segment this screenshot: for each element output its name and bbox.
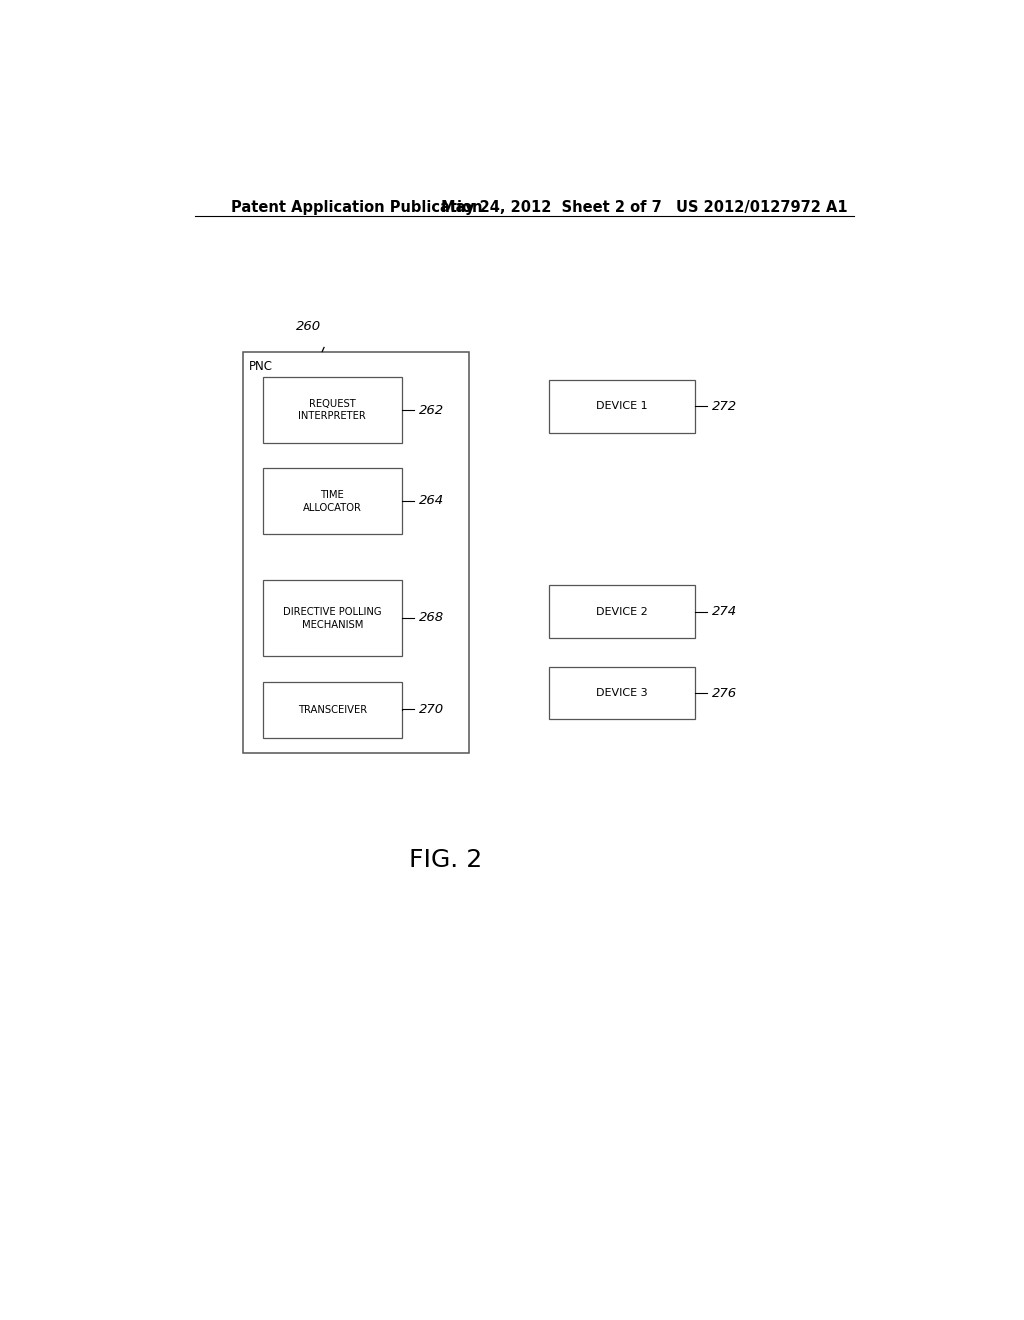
Bar <box>263 682 401 738</box>
Text: TRANSCEIVER: TRANSCEIVER <box>298 705 367 715</box>
Bar <box>263 581 401 656</box>
Text: 268: 268 <box>419 611 443 624</box>
Text: PNC: PNC <box>249 359 272 372</box>
Text: Patent Application Publication: Patent Application Publication <box>231 201 482 215</box>
Text: DIRECTIVE POLLING
MECHANISM: DIRECTIVE POLLING MECHANISM <box>283 607 382 630</box>
Bar <box>549 380 695 433</box>
Bar <box>263 469 401 535</box>
Text: 262: 262 <box>419 404 443 417</box>
Text: May 24, 2012  Sheet 2 of 7: May 24, 2012 Sheet 2 of 7 <box>441 201 663 215</box>
Text: US 2012/0127972 A1: US 2012/0127972 A1 <box>676 201 847 215</box>
Bar <box>549 585 695 638</box>
Text: DEVICE 1: DEVICE 1 <box>596 401 648 412</box>
Bar <box>243 351 469 752</box>
Text: 260: 260 <box>296 321 322 333</box>
Bar <box>263 378 401 444</box>
Text: 274: 274 <box>712 605 737 618</box>
Text: 264: 264 <box>419 495 443 507</box>
Text: TIME
ALLOCATOR: TIME ALLOCATOR <box>303 490 361 512</box>
Text: DEVICE 2: DEVICE 2 <box>596 607 648 616</box>
Text: REQUEST
INTERPRETER: REQUEST INTERPRETER <box>298 399 367 421</box>
Text: FIG. 2: FIG. 2 <box>409 847 482 871</box>
Text: DEVICE 3: DEVICE 3 <box>596 688 648 698</box>
Bar <box>549 667 695 719</box>
Text: 272: 272 <box>712 400 737 413</box>
Text: 276: 276 <box>712 686 737 700</box>
Text: 270: 270 <box>419 702 443 715</box>
